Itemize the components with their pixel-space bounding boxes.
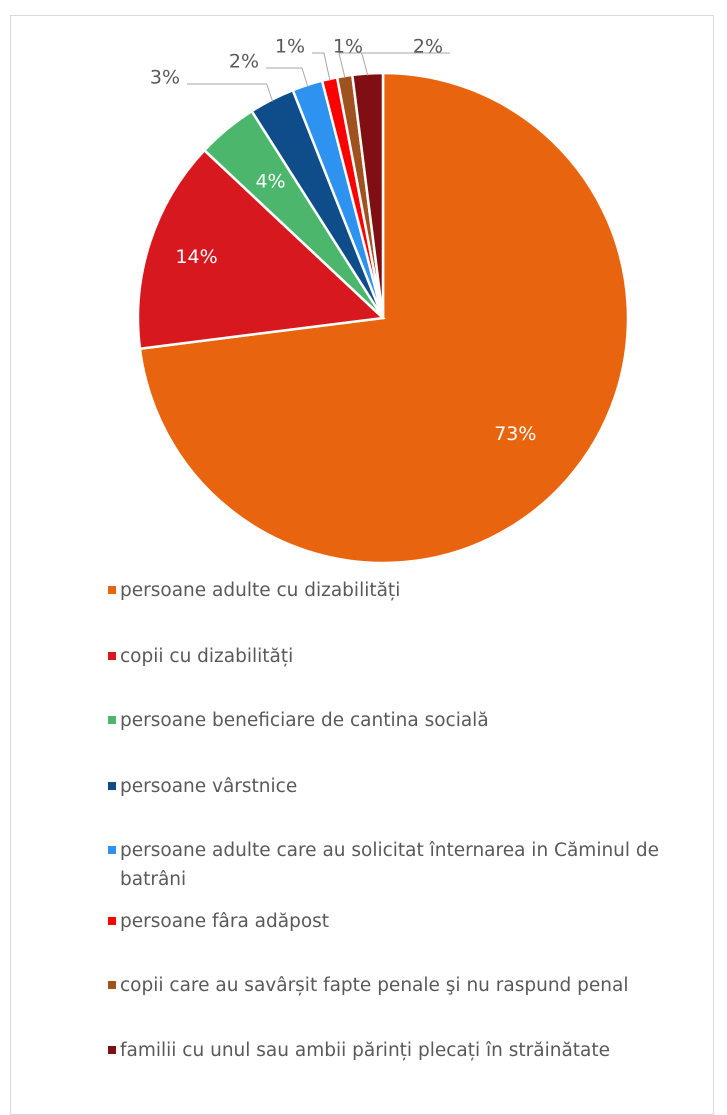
leader-line	[187, 83, 274, 102]
legend-item: persoane vârstnice	[108, 772, 680, 801]
legend-item: copii cu dizabilități	[108, 642, 680, 671]
legend-label: familii cu unul sau ambii părinți plecaț…	[120, 1040, 611, 1061]
data-label: 1%	[275, 36, 305, 58]
data-label: 2%	[413, 36, 443, 58]
legend-item: copii care au savârșit fapte penale şi n…	[108, 971, 680, 1000]
legend-label: persoane adulte care au solicitat întern…	[120, 840, 660, 890]
legend-swatch	[108, 782, 116, 790]
legend-label: persoane beneficiare de cantina socială	[120, 710, 489, 731]
legend-swatch	[108, 1046, 116, 1054]
legend-label: persoane adulte cu dizabilități	[120, 580, 401, 601]
legend-swatch	[108, 917, 116, 925]
leader-line	[312, 52, 331, 81]
legend-label: persoane vârstnice	[120, 776, 298, 797]
data-label: 4%	[255, 171, 285, 193]
leader-line	[338, 52, 370, 79]
data-label: 73%	[494, 423, 536, 445]
leader-line	[266, 67, 309, 88]
legend-swatch	[108, 846, 116, 854]
chart: 73% 14% 4% 3% 2% 1% 1% 2%	[136, 36, 630, 565]
legend-label: persoane fâra adăpost	[120, 911, 330, 932]
data-label: 2%	[229, 51, 259, 73]
leader-line	[361, 52, 450, 76]
data-label: 14%	[175, 246, 217, 268]
data-label: 3%	[150, 67, 180, 89]
legend-label: copii care au savârșit fapte penale şi n…	[120, 975, 629, 996]
legend-swatch	[108, 981, 116, 989]
legend-item: persoane adulte cu dizabilități	[108, 576, 680, 605]
legend-item: persoane fâra adăpost	[108, 907, 680, 936]
legend-swatch	[108, 652, 116, 660]
legend-label: copii cu dizabilități	[120, 646, 294, 667]
legend-item: persoane beneficiare de cantina socială	[108, 706, 680, 735]
pie-slice	[136, 148, 386, 351]
legend-item: persoane adulte care au solicitat întern…	[108, 836, 680, 894]
legend-item: familii cu unul sau ambii părinți plecaț…	[108, 1036, 680, 1065]
data-label: 1%	[333, 36, 363, 58]
legend-swatch	[108, 716, 116, 724]
legend-swatch	[108, 586, 116, 594]
